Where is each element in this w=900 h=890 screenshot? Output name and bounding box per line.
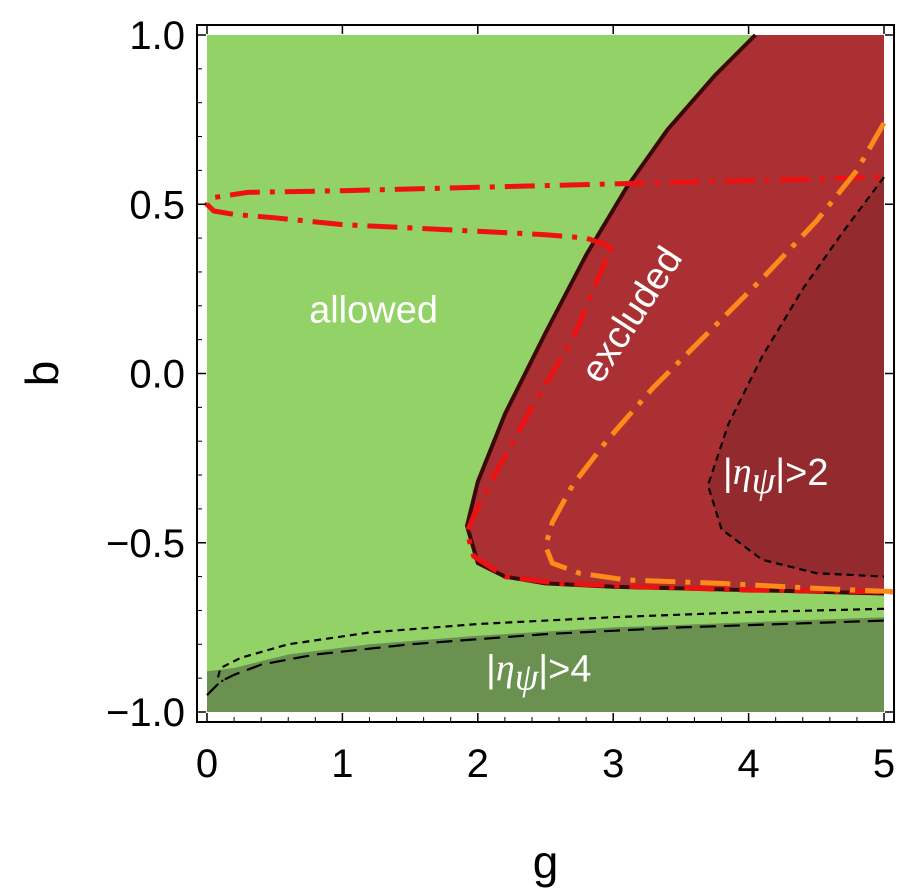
curves-layer	[204, 33, 898, 696]
eta-gt-2-psi: ψ	[752, 460, 777, 502]
eta-gt-4-psi: ψ	[515, 656, 540, 698]
eta-gt-4-bar-open: |	[486, 648, 496, 690]
eta-gt-4-suffix: |>4	[538, 648, 591, 690]
x-tick-label: 0	[196, 742, 218, 786]
x-tick-label: 2	[467, 742, 489, 786]
eta-gt-2-suffix: |>2	[775, 452, 828, 494]
black-short-dash-curve	[216, 607, 885, 683]
eta-gt-4-region-label: |ηψ|>4	[486, 647, 592, 698]
x-tick-label: 5	[873, 742, 895, 786]
y-tick-label: 0.5	[129, 183, 185, 227]
allowed-region-label: allowed	[309, 290, 438, 332]
red-dash-dot-curve	[204, 174, 885, 254]
eta-gt-4-region	[207, 617, 884, 712]
y-axis-title: b	[16, 361, 68, 387]
black-short-dash-curve	[706, 176, 885, 578]
red-dash-dot-curve	[464, 257, 898, 595]
eta-gt-4-eta: η	[496, 647, 515, 689]
axis-ticks: 0 1 2 3 4 5 1.0 0.5 0.0 −0.5 −1.0	[106, 14, 895, 786]
x-axis-title: g	[533, 836, 559, 888]
eta-gt-2-region	[708, 177, 884, 577]
eta-gt-2-eta: η	[733, 451, 752, 493]
x-tick-label: 3	[602, 742, 624, 786]
eta-gt-2-region-label: |ηψ|>2	[723, 451, 829, 502]
x-tick-label: 1	[331, 742, 353, 786]
black-long-dash-curve	[206, 619, 885, 696]
eta-gt-2-bar-open: |	[723, 452, 733, 494]
y-tick-label: −0.5	[106, 522, 185, 566]
y-tick-label: −1.0	[106, 691, 185, 735]
y-tick-label: 0.0	[129, 353, 185, 397]
x-tick-label: 4	[737, 742, 759, 786]
regions-layer	[207, 35, 884, 712]
orange-dash-dot-curve	[543, 121, 898, 595]
y-tick-label: 1.0	[129, 14, 185, 58]
